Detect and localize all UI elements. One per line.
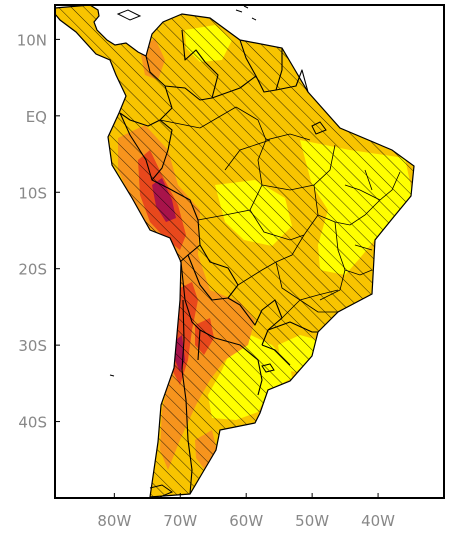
latitude-label: 10S	[18, 184, 47, 202]
tick-marks	[55, 38, 379, 498]
islands	[109, 5, 327, 498]
latitude-labels: 10N EQ 10S 20S 30S 40S	[17, 31, 47, 431]
longitude-label: 70W	[163, 512, 197, 530]
longitude-label: 60W	[229, 512, 263, 530]
country-borders	[119, 29, 318, 495]
longitude-label: 40W	[361, 512, 395, 530]
latitude-label: EQ	[26, 108, 47, 126]
map-frame	[54, 4, 445, 499]
coastline	[55, 5, 415, 498]
latitude-label: 20S	[18, 261, 47, 279]
state-borders	[159, 106, 401, 319]
latitude-label: 10N	[17, 31, 47, 49]
latitude-label: 30S	[18, 337, 47, 355]
longitude-labels: 80W 70W 60W 50W 40W	[97, 512, 395, 530]
longitude-label: 80W	[97, 512, 131, 530]
longitude-label: 50W	[295, 512, 329, 530]
latitude-label: 40S	[18, 414, 47, 432]
